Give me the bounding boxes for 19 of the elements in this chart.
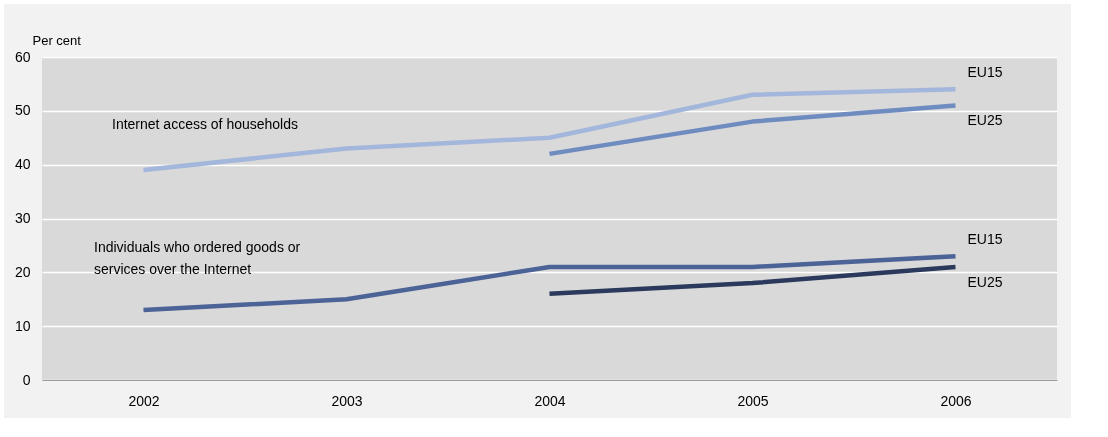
annotation: Internet access of households <box>112 116 299 132</box>
y-tick-label: 60 <box>14 48 31 65</box>
x-tick-label: 2002 <box>128 392 160 409</box>
y-tick-label: 10 <box>14 317 31 334</box>
x-tick-label: 2006 <box>940 392 972 409</box>
series-label: EU25 <box>967 112 1003 129</box>
series-label: EU15 <box>967 231 1003 248</box>
y-tick-label: 30 <box>14 210 31 226</box>
annotation: Individuals who ordered goods or services over the Internet <box>94 239 301 277</box>
y-axis-title: Per cent <box>32 32 82 48</box>
series-label: EU15 <box>967 64 1003 81</box>
y-tick-label: 40 <box>14 156 31 173</box>
y-tick-label: 0 <box>22 371 31 388</box>
x-tick-label: 2003 <box>331 392 363 409</box>
series-label: EU25 <box>967 273 1003 290</box>
y-tick-label: 50 <box>14 102 31 119</box>
y-tick-label: 20 <box>14 263 31 280</box>
x-tick-label: 2005 <box>737 392 769 409</box>
x-tick-label: 2004 <box>534 392 566 409</box>
